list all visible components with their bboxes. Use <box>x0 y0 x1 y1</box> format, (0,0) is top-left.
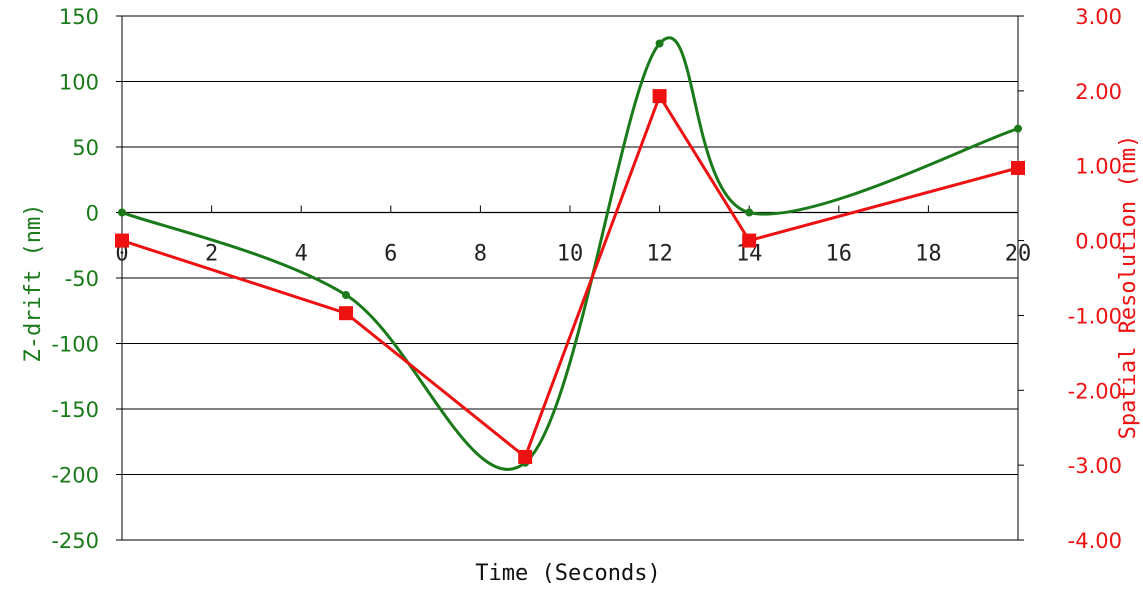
left-y-tick-label: -200 <box>51 464 99 488</box>
spatial-resolution-point <box>652 89 667 104</box>
right-y-tick-label: 3.00 <box>1075 5 1122 29</box>
right-y-tick-label: -2.00 <box>1068 379 1122 403</box>
x-axis: 0 2 4 6 8 10 12 14 16 18 20 <box>115 205 1032 267</box>
x-tick-label: 18 <box>915 242 942 267</box>
right-y-tick-label: -3.00 <box>1068 454 1122 478</box>
z-drift-point <box>745 208 754 217</box>
left-y-tick-label: 0 <box>86 202 99 226</box>
left-y-axis-title: Z-drift (nm) <box>21 204 46 363</box>
spatial-resolution-series-line <box>121 92 1019 460</box>
x-tick-label: 10 <box>557 242 584 267</box>
x-tick-label: 8 <box>474 242 487 267</box>
spatial-resolution-point <box>115 233 129 248</box>
right-y-axis-title: Spatial Resolution (nm) <box>1116 135 1141 440</box>
left-y-tick-label: -50 <box>65 267 99 291</box>
plot-frame <box>116 15 1024 541</box>
right-y-tick-label: 0.00 <box>1075 230 1122 254</box>
z-drift-point <box>655 39 664 48</box>
left-y-tick-label: -100 <box>51 333 99 357</box>
gridlines <box>122 15 1018 541</box>
right-y-tick-label: 2.00 <box>1075 80 1122 104</box>
spatial-resolution-point <box>1011 160 1025 175</box>
z-drift-point <box>1014 124 1022 133</box>
left-y-axis-ticks: 150 100 50 0 -50 -100 -150 -200 -250 <box>51 5 99 553</box>
right-y-tick-label: -1.00 <box>1068 304 1122 328</box>
spatial-resolution-point <box>518 449 533 464</box>
left-y-tick-label: 50 <box>72 136 99 160</box>
z-drift-point <box>118 208 126 217</box>
x-tick-label: 4 <box>295 242 308 267</box>
x-axis-title: Time (Seconds) <box>475 561 660 586</box>
right-y-tick-label: 1.00 <box>1075 155 1122 179</box>
series-layer <box>115 36 1025 471</box>
x-tick-label: 20 <box>1005 242 1032 267</box>
x-tick-label: 6 <box>384 242 397 267</box>
left-y-tick-label: -250 <box>51 529 99 553</box>
right-y-tick-label: -4.00 <box>1068 529 1122 553</box>
x-tick-label: 0 <box>115 242 128 267</box>
z-drift-point <box>342 291 350 300</box>
left-y-tick-label: 100 <box>59 71 99 95</box>
left-y-tick-label: -150 <box>51 398 99 422</box>
x-tick-label: 2 <box>205 242 218 267</box>
spatial-resolution-point <box>339 306 353 321</box>
left-y-tick-label: 150 <box>59 5 99 29</box>
spatial-resolution-point <box>742 233 757 248</box>
x-tick-label: 16 <box>826 242 853 267</box>
right-y-axis-ticks: 3.00 2.00 1.00 0.00 -1.00 -2.00 -3.00 -4.00 <box>1068 5 1122 553</box>
x-tick-label: 12 <box>646 242 673 267</box>
